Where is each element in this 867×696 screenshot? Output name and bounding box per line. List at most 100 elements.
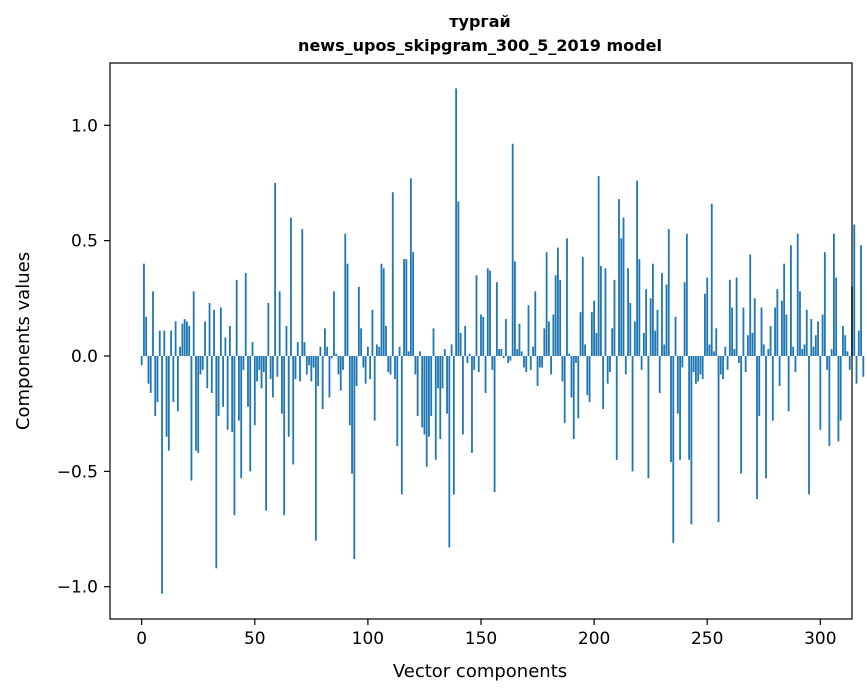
bar-191 xyxy=(572,356,575,440)
bar-185 xyxy=(559,279,562,356)
bar-11 xyxy=(165,356,168,437)
x-tick-label: 250 xyxy=(691,629,723,649)
bar-38 xyxy=(226,356,229,430)
bar-288 xyxy=(792,346,795,356)
bar-144 xyxy=(466,356,469,363)
bar-177 xyxy=(541,356,543,368)
bar-318 xyxy=(860,245,862,356)
bar-75 xyxy=(310,356,313,382)
bar-244 xyxy=(692,356,695,373)
bar-106 xyxy=(380,263,383,356)
bar-221 xyxy=(640,356,643,370)
bar-230 xyxy=(661,272,663,356)
bar-304 xyxy=(828,356,831,446)
bar-69 xyxy=(296,342,299,356)
bar-99 xyxy=(364,356,367,384)
bar-134 xyxy=(443,349,446,356)
bar-276 xyxy=(765,356,767,479)
bar-66 xyxy=(290,217,292,356)
bar-238 xyxy=(679,356,681,460)
y-tick-label: −0.5 xyxy=(57,462,98,482)
bar-203 xyxy=(599,266,602,356)
bar-43 xyxy=(238,356,240,421)
bar-121 xyxy=(414,356,417,375)
bar-240 xyxy=(683,282,686,356)
bar-226 xyxy=(652,263,654,356)
bar-165 xyxy=(514,261,516,356)
bar-290 xyxy=(796,233,799,356)
y-tick-label: 1.0 xyxy=(71,116,98,136)
bar-297 xyxy=(812,346,815,356)
bar-294 xyxy=(805,309,808,356)
bar-55 xyxy=(265,356,267,511)
bar-129 xyxy=(432,328,435,356)
bar-16 xyxy=(176,356,179,412)
bar-84 xyxy=(330,356,333,359)
bar-4 xyxy=(149,356,152,393)
bar-26 xyxy=(199,356,202,375)
x-tick-label: 0 xyxy=(136,629,147,649)
bar-212 xyxy=(620,238,623,356)
x-tick-label: 200 xyxy=(578,629,610,649)
x-axis-label: Vector components xyxy=(393,661,567,682)
bar-296 xyxy=(810,319,813,356)
bar-95 xyxy=(355,356,358,386)
bar-87 xyxy=(337,356,340,375)
bar-70 xyxy=(299,356,301,382)
bar-series xyxy=(140,88,865,594)
bar-142 xyxy=(462,356,464,435)
bar-178 xyxy=(543,328,546,356)
axis-ticks: 0 50 100 150 200 250 300 −1.0 −0.5 0.0 0.5 1.0 xyxy=(57,116,837,649)
bar-93 xyxy=(351,356,353,474)
bar-25 xyxy=(197,356,200,453)
bar-171 xyxy=(527,305,530,356)
bar-94 xyxy=(353,356,356,560)
bar-187 xyxy=(563,356,566,423)
x-tick-label: 300 xyxy=(804,629,836,649)
bar-102 xyxy=(371,309,374,356)
bar-229 xyxy=(658,356,661,393)
bar-263 xyxy=(735,277,738,356)
bar-137 xyxy=(450,344,453,356)
bar-110 xyxy=(389,356,392,375)
bar-3 xyxy=(147,356,150,384)
bar-51 xyxy=(256,356,258,382)
bar-292 xyxy=(801,349,804,356)
chart-title-line2: news_upos_skipgram_300_5_2019 model xyxy=(298,36,662,55)
bar-37 xyxy=(224,337,227,356)
bar-155 xyxy=(491,356,494,370)
bar-53 xyxy=(260,356,263,389)
bar-315 xyxy=(853,224,856,356)
bar-132 xyxy=(439,356,442,440)
bar-28 xyxy=(204,321,206,356)
bar-196 xyxy=(584,344,586,356)
bar-72 xyxy=(303,342,306,356)
bar-163 xyxy=(509,356,512,361)
bar-108 xyxy=(385,326,387,356)
bar-317 xyxy=(857,330,860,356)
bar-164 xyxy=(511,143,514,356)
bar-88 xyxy=(339,356,342,391)
bar-213 xyxy=(622,217,625,356)
bar-277 xyxy=(767,349,770,356)
bar-267 xyxy=(744,356,747,373)
bar-89 xyxy=(342,356,344,370)
bar-265 xyxy=(740,356,743,474)
bar-224 xyxy=(647,356,650,479)
chart-title-line1: тургай xyxy=(449,12,511,31)
bar-59 xyxy=(274,182,277,356)
x-tick-label: 100 xyxy=(352,629,384,649)
bar-33 xyxy=(215,356,218,569)
bar-251 xyxy=(708,344,711,356)
bar-231 xyxy=(663,344,666,356)
bar-90 xyxy=(344,233,347,356)
y-tick-label: −1.0 xyxy=(57,578,98,598)
bar-61 xyxy=(278,291,281,356)
bar-316 xyxy=(855,356,858,384)
bar-180 xyxy=(547,321,550,356)
bar-222 xyxy=(642,332,645,356)
bar-281 xyxy=(776,289,779,356)
bar-15 xyxy=(174,321,177,356)
bar-10 xyxy=(163,330,166,356)
bar-151 xyxy=(482,316,485,356)
